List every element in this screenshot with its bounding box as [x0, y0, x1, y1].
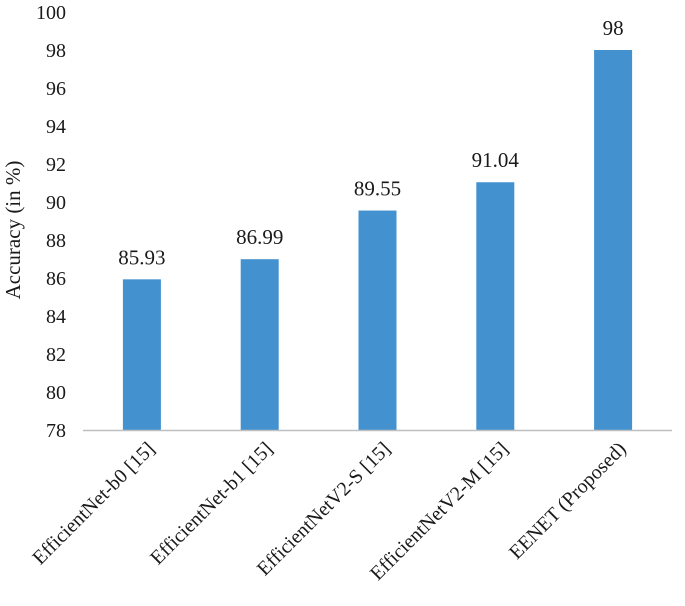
- data-label: 91.04: [472, 148, 520, 172]
- x-category-label: EfficientNetV2-S [15]: [253, 438, 395, 580]
- y-tick-label: 80: [46, 382, 66, 404]
- data-label: 89.55: [354, 177, 401, 201]
- y-tick-label: 94: [46, 116, 66, 138]
- data-label: 86.99: [236, 225, 283, 249]
- y-tick-label: 96: [46, 78, 66, 100]
- bar: [122, 279, 161, 430]
- x-category-label: EENET (Proposed): [505, 438, 631, 564]
- bar: [240, 259, 279, 430]
- data-labels: 85.93 86.99 89.55 91.04 98: [118, 16, 623, 269]
- x-category-label: EfficientNet-b1 [15]: [146, 438, 277, 569]
- y-axis-ticks: 78 80 82 84 86 88 90 92 94 96 98 100: [36, 2, 66, 442]
- x-axis-category-labels: EfficientNet-b0 [15]EfficientNet-b1 [15]…: [28, 438, 630, 585]
- y-tick-label: 88: [46, 230, 66, 252]
- bar: [594, 50, 633, 430]
- x-category-label: EfficientNet-b0 [15]: [28, 438, 159, 569]
- y-tick-label: 84: [46, 306, 66, 328]
- data-label: 85.93: [118, 245, 165, 269]
- bars: [122, 50, 633, 430]
- y-tick-label: 100: [36, 2, 66, 24]
- y-tick-label: 98: [46, 40, 66, 62]
- y-tick-label: 86: [46, 268, 66, 290]
- y-tick-label: 92: [46, 154, 66, 176]
- y-axis-title: Accuracy (in %): [1, 161, 25, 300]
- y-tick-label: 82: [46, 344, 66, 366]
- y-tick-label: 90: [46, 192, 66, 214]
- bar: [358, 210, 397, 430]
- bar: [476, 182, 515, 430]
- data-label: 98: [603, 16, 624, 40]
- y-tick-label: 78: [46, 420, 66, 442]
